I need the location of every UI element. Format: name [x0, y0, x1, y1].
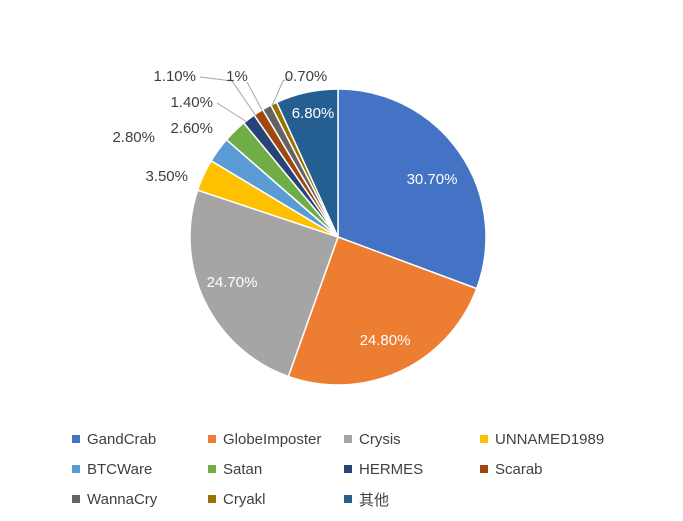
legend-item: Satan	[208, 458, 344, 480]
legend-swatch	[344, 465, 352, 473]
legend-swatch	[480, 435, 488, 443]
legend-item: Scarab	[480, 458, 630, 480]
data-label: 1%	[226, 68, 248, 85]
legend-swatch	[344, 495, 352, 503]
legend-label: Scarab	[495, 460, 543, 478]
legend-item: WannaCry	[72, 488, 208, 510]
legend-swatch	[72, 435, 80, 443]
leader-line	[216, 102, 248, 123]
legend-swatch	[208, 435, 216, 443]
legend-swatch	[208, 465, 216, 473]
leader-line	[199, 76, 257, 117]
leader-line	[271, 77, 291, 107]
legend-item: BTCWare	[72, 458, 208, 480]
legend-item: 其他	[344, 488, 480, 510]
legend-label: UNNAMED1989	[495, 430, 605, 448]
legend-swatch	[208, 495, 216, 503]
legend-label: GandCrab	[87, 430, 157, 448]
data-label: 0.70%	[285, 68, 328, 85]
data-label: 2.80%	[112, 129, 155, 146]
legend-label: HERMES	[359, 460, 424, 478]
leader-line	[246, 81, 263, 111]
legend-label: BTCWare	[87, 460, 153, 478]
legend-label: Crysis	[359, 430, 401, 448]
legend-item: Crysis	[344, 428, 480, 450]
data-label: 6.80%	[292, 105, 335, 122]
data-label: 30.70%	[407, 171, 458, 188]
data-label: 3.50%	[145, 168, 188, 185]
data-label: 2.60%	[170, 120, 213, 137]
pie-slice-other	[275, 88, 339, 238]
legend-swatch	[72, 465, 80, 473]
legend-label: GlobeImposter	[223, 430, 322, 448]
legend-label: Cryakl	[223, 490, 266, 508]
data-label: 24.70%	[207, 274, 258, 291]
data-label: 1.10%	[153, 68, 196, 85]
legend-item: UNNAMED1989	[480, 428, 630, 450]
data-label: 24.80%	[360, 332, 411, 349]
pie-slice-crysis	[189, 189, 339, 378]
pie-slice-gandcrab	[337, 88, 487, 290]
pie-slice-globeimposter	[287, 236, 478, 386]
legend-item: GlobeImposter	[208, 428, 344, 450]
legend-item: Cryakl	[208, 488, 344, 510]
legend-item: GandCrab	[72, 428, 208, 450]
legend-swatch	[480, 465, 488, 473]
legend-label: Satan	[223, 460, 263, 478]
legend-swatch	[72, 495, 80, 503]
legend-label: 其他	[359, 491, 390, 509]
legend-swatch	[344, 435, 352, 443]
chart-legend: GandCrab GlobeImposter Crysis UNNAMED1989 BT…	[72, 428, 630, 510]
legend-label: WannaCry	[87, 490, 158, 508]
legend-item: HERMES	[344, 458, 480, 480]
data-label: 1.40%	[170, 94, 213, 111]
